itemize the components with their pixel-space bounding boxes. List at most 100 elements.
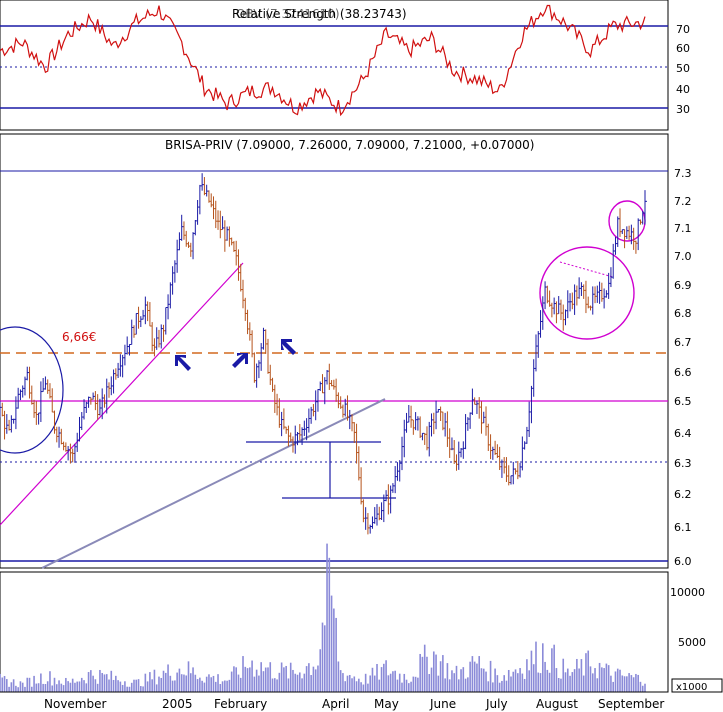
volume-bar [58,680,60,692]
volume-bar [171,680,174,692]
volume-bar [358,678,360,692]
volume-bar [337,661,340,692]
price-bar [24,376,27,396]
price-bar [203,177,207,196]
volume-bar [183,674,185,692]
volume-bar [462,667,465,692]
volume-bar [1,677,4,692]
volume-bar [469,661,471,692]
volume-bar [201,680,203,692]
price-bar [326,370,330,385]
volume-bar [217,674,219,692]
price-bar [301,427,305,446]
volume-bar [167,664,169,692]
volume-bar [239,677,242,692]
volume-bar [185,675,188,692]
volume-bar [607,665,610,692]
price-bar [131,319,134,345]
price-bar [92,392,96,400]
volume-bar [135,679,138,692]
price-bar [167,294,171,320]
volume-bar [203,682,206,692]
volume-bar [19,681,22,692]
volume-bar [235,667,237,692]
volume-bar [228,679,231,692]
volume-bar [292,669,294,692]
price-bar [287,425,291,447]
price-bar [471,388,475,415]
volume-bar [0,673,1,692]
price-bar [512,461,516,485]
volume-bar [244,666,247,692]
volume-bar [69,682,72,692]
volume-bar [553,644,555,692]
price-bar [290,432,293,442]
volume-bar [541,643,544,692]
price-bar [406,412,409,433]
volume-bar [164,672,167,692]
price-bar [451,437,454,451]
price-bar [113,369,116,394]
price-bar [303,420,307,436]
volume-bar [276,679,278,692]
x-tick-label: February [214,697,267,711]
price-bar [267,338,270,374]
price-bar [115,368,118,380]
volume-bar [321,622,324,692]
price-bar [33,399,37,418]
price-bar [294,425,298,454]
volume-bar [487,681,490,692]
price-bar [635,240,638,254]
volume-bar [108,679,110,692]
volume-bar [105,674,108,692]
price-bar [610,267,613,288]
price-bar [333,379,336,390]
price-bar [337,392,341,409]
volume-bar [65,677,67,692]
price-bar [81,412,84,431]
price-bar [644,190,647,225]
price-bar [249,322,252,341]
price-bar [306,418,309,441]
volume-bar [435,654,437,692]
price-tick-label: 6.2 [674,488,692,501]
price-bar [501,459,504,478]
price-bar [542,296,545,330]
price-bar [192,232,196,260]
price-bar [94,391,98,411]
volume-bar [523,678,526,692]
volume-bar [194,674,197,692]
volume-bar [394,670,396,692]
volume-bar [401,682,403,692]
price-bar [51,388,55,413]
price-tick-label: 6.6 [674,366,692,379]
price-bar [435,400,439,430]
price-bar [480,401,484,434]
volume-bar [428,674,431,692]
price-bar [596,285,600,303]
price-bar [101,388,105,420]
price-bar [63,441,66,451]
price-bar [592,286,595,315]
volume-bar [226,680,228,692]
volume-bar [326,543,328,692]
volume-bar [94,679,97,692]
price-bar [530,385,534,424]
volume-bar [412,676,415,692]
price-bar [283,408,286,430]
price-bar [587,296,591,309]
volume-bar [115,675,117,692]
volume-bar [274,678,276,692]
volume-bar [83,680,85,692]
price-bar [274,384,277,413]
volume-bar [430,667,433,692]
price-bar [415,412,418,431]
volume-bar [333,608,335,692]
price-bar [394,466,398,494]
price-bar [172,266,175,295]
volume-bar [262,671,265,692]
price-bar [387,484,391,515]
price-bar [433,412,436,435]
volume-bar [566,668,569,692]
price-bar [619,208,623,237]
